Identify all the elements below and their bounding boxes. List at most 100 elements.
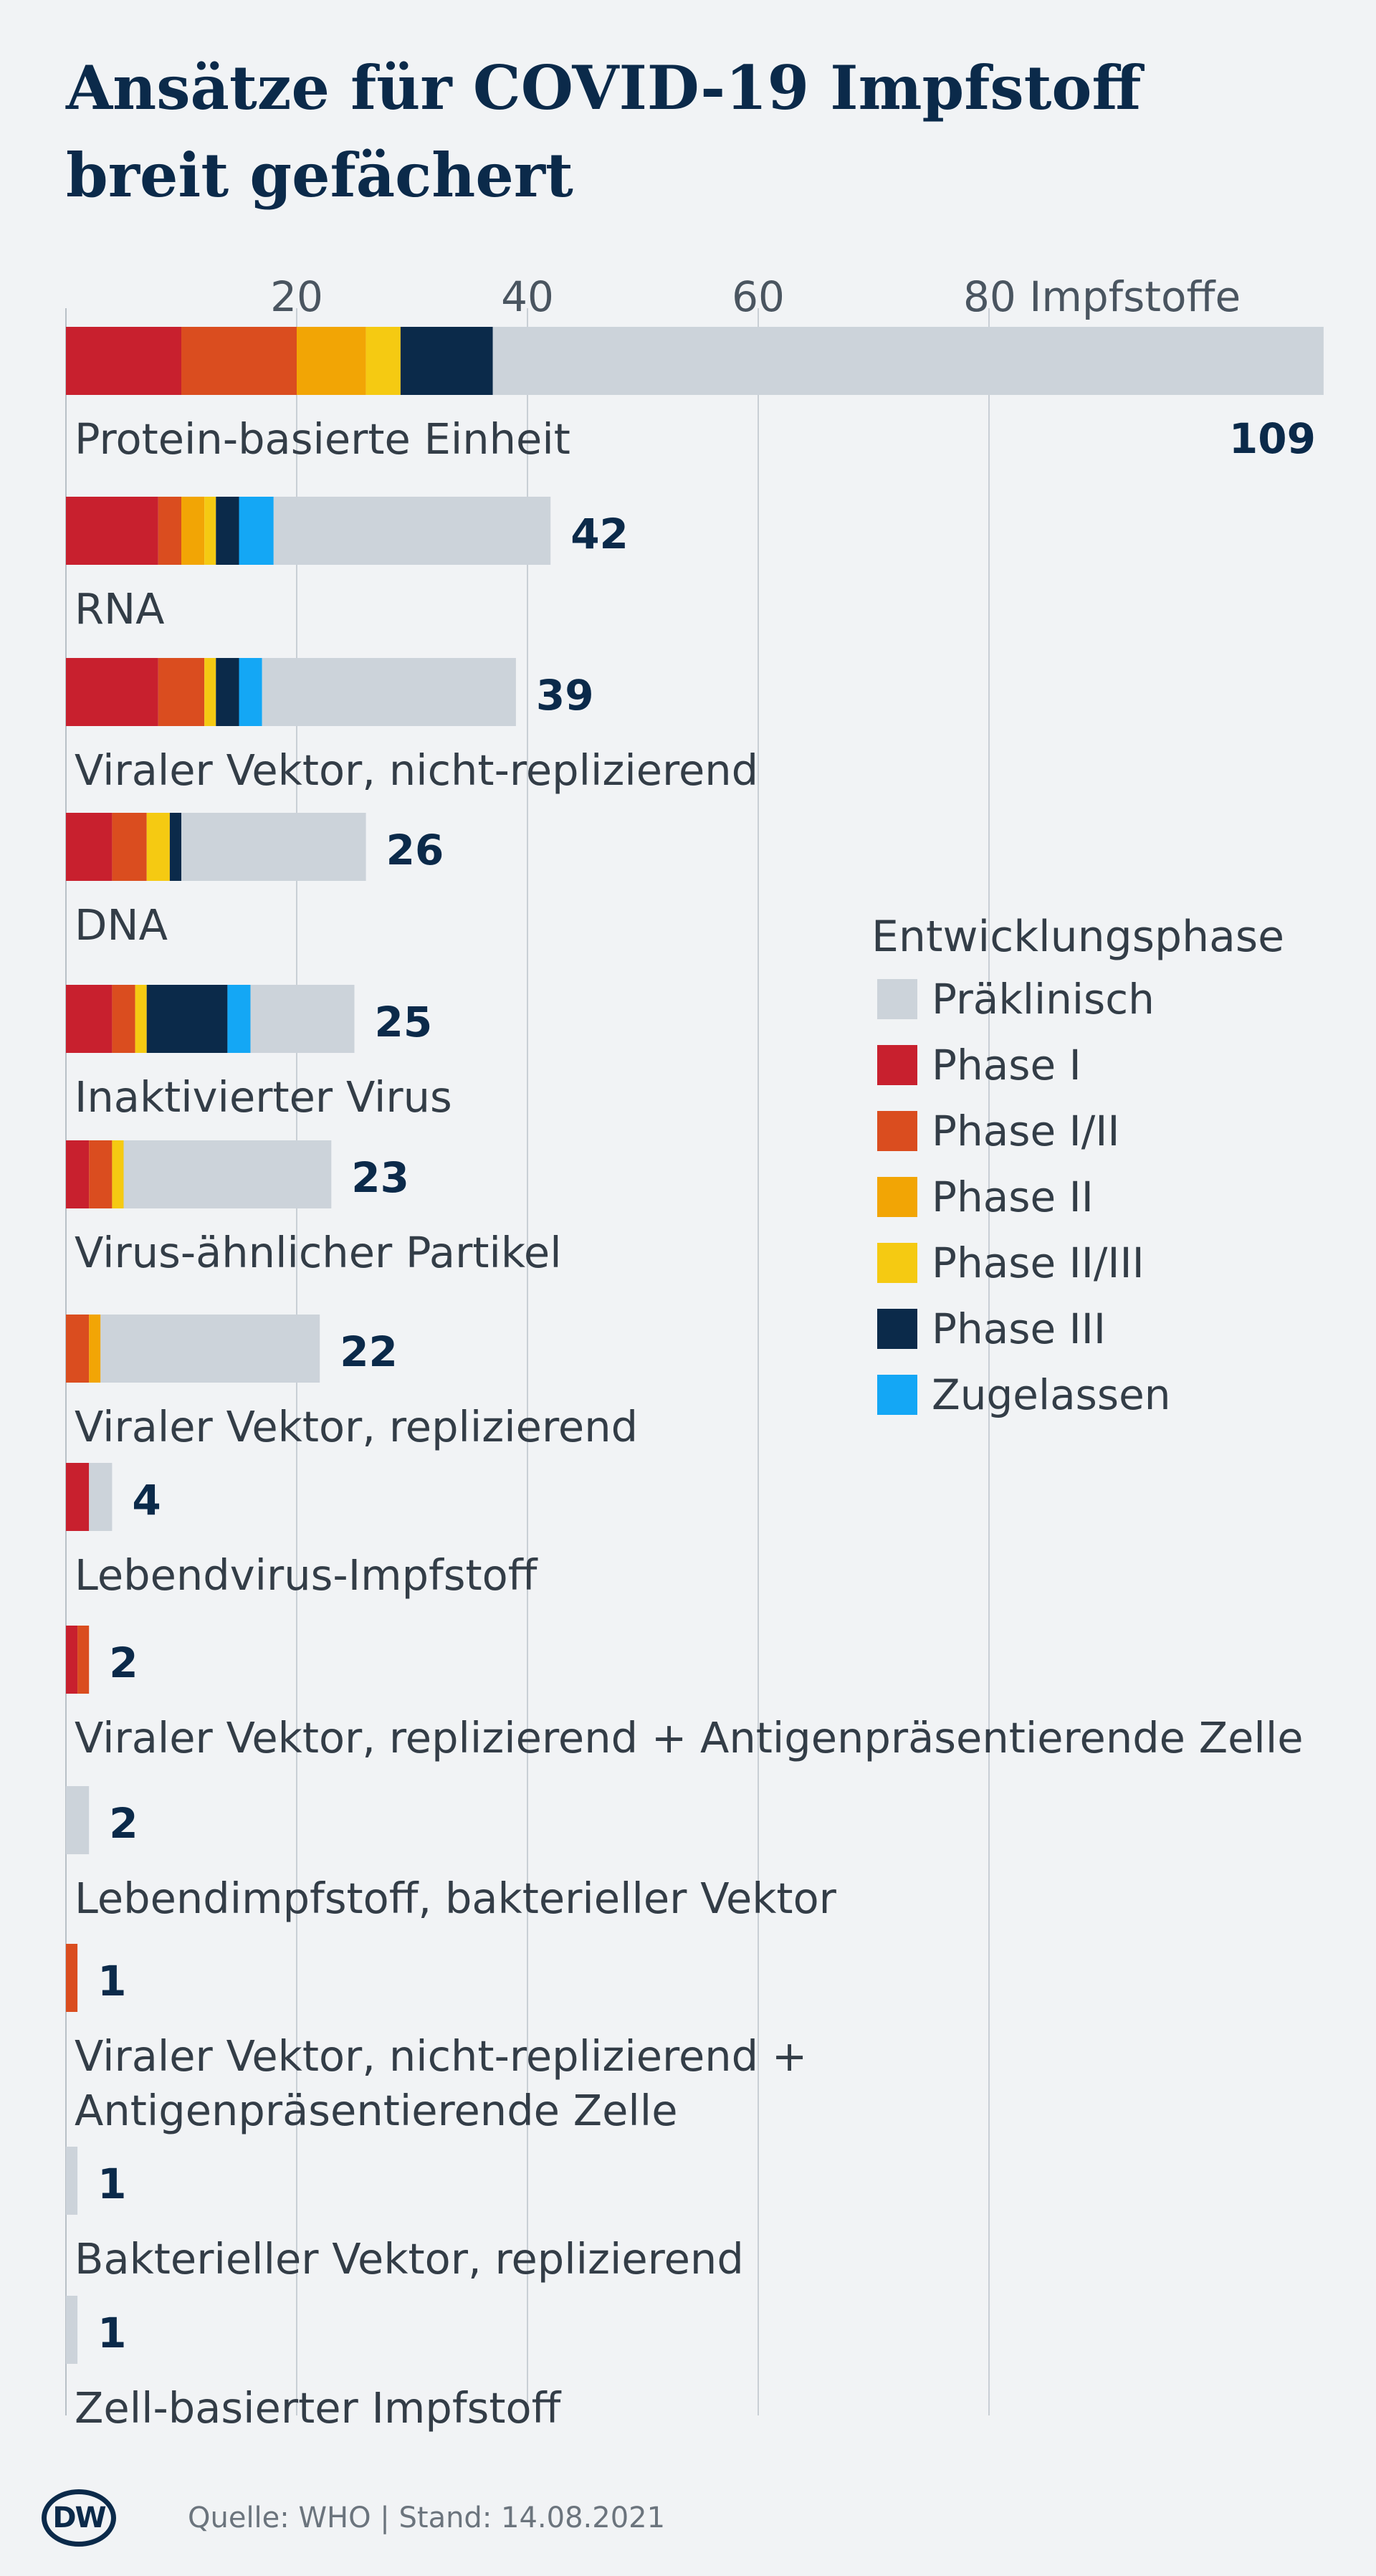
legend-swatch xyxy=(877,979,917,1019)
legend-label: Zugelassen xyxy=(932,1370,1171,1419)
bar-segment-pr-klinisch xyxy=(181,813,366,881)
bar-segment-phase-iii xyxy=(400,327,493,395)
bar-total-label: 2 xyxy=(109,1638,138,1687)
bar-segment-pr-klinisch xyxy=(492,327,1324,395)
bar-segment-pr-klinisch xyxy=(123,1140,332,1208)
legend: Entwicklungsphase Präklinisch Phase I Phase… xyxy=(871,912,1284,1419)
bar-segment-phase-ii xyxy=(181,497,205,565)
category-label: RNA xyxy=(75,584,165,634)
category-label: Inaktivierter Virus xyxy=(75,1072,452,1122)
legend-title: Entwicklungsphase xyxy=(871,912,1284,962)
category-label: Virus-ähnlicher Partikel xyxy=(75,1228,562,1277)
bar-segment-phase-i-ii xyxy=(77,1626,90,1694)
category-label: Viraler Vektor, nicht-replizierend + xyxy=(75,2031,807,2081)
legend-item: Phase II xyxy=(877,1173,1094,1221)
category-label: Viraler Vektor, replizierend + Antigenpr… xyxy=(75,1713,1304,1762)
legend-swatch xyxy=(877,1045,917,1085)
bar-row: 22 Viraler Vektor, replizierend xyxy=(66,1315,638,1451)
bar-segment-phase-ii-iii xyxy=(204,497,216,565)
bar-segment-phase-ii-iii xyxy=(146,813,170,881)
bar-segment-phase-i xyxy=(66,985,113,1053)
bar-total-label: 26 xyxy=(386,826,444,874)
bar-total-label: 1 xyxy=(97,2309,126,2357)
bar-segment-pr-klinisch xyxy=(66,1786,90,1854)
bar-segment-phase-i-ii xyxy=(66,1315,90,1383)
bar-segment-pr-klinisch xyxy=(100,1315,320,1383)
bar-segment-phase-iii xyxy=(169,813,181,881)
legend-item: Phase III xyxy=(877,1304,1106,1353)
bar-total-label: 1 xyxy=(97,2160,126,2208)
bar-total-label: 4 xyxy=(132,1476,161,1525)
chart-title-line-2: breit gefächert xyxy=(66,140,573,211)
bar-row: 109 Protein-basierte Einheit xyxy=(66,327,1324,464)
source-note: Quelle: WHO | Stand: 14.08.2021 xyxy=(188,2501,666,2534)
bar-segment-phase-ii xyxy=(89,1315,101,1383)
bar-segment-zugelassen xyxy=(227,985,251,1053)
bar-total-label: 23 xyxy=(351,1153,409,1202)
legend-item: Präklinisch xyxy=(877,975,1155,1024)
bar-segment-phase-i xyxy=(66,497,158,565)
legend-item: Phase I xyxy=(877,1041,1081,1089)
chart-title-line-1: Ansätze für COVID-19 Impfstoff xyxy=(66,52,1142,123)
bar-row: 4 Lebendvirus-Impfstoff xyxy=(66,1463,538,1600)
bar-total-label: 25 xyxy=(375,998,433,1046)
legend-swatch xyxy=(877,1243,917,1283)
bar-segment-phase-ii-iii xyxy=(135,985,147,1053)
legend-swatch xyxy=(877,1375,917,1415)
bar-segment-phase-ii-iii xyxy=(366,327,401,395)
bar-segment-phase-i-ii xyxy=(158,658,205,726)
bar-row: 42 RNA xyxy=(66,497,629,634)
bar-total-label: 42 xyxy=(570,510,629,558)
bar-segment-phase-i xyxy=(66,1626,78,1694)
bar-row: 2 Lebendimpfstoff, bakterieller Vektor xyxy=(66,1786,837,1923)
x-tick-label: 20 xyxy=(270,272,323,321)
bar-total-label: 22 xyxy=(340,1327,398,1376)
x-axis-ticks: 20 40 60 80 Impfstoffe xyxy=(270,272,1241,321)
bar-segment-phase-i xyxy=(66,1463,90,1531)
legend-swatch xyxy=(877,1309,917,1349)
x-tick-label: 80 Impfstoffe xyxy=(963,272,1241,321)
bar-segment-pr-klinisch xyxy=(273,497,551,565)
legend-label: Phase I/II xyxy=(932,1107,1119,1155)
category-label: Protein-basierte Einheit xyxy=(75,414,570,464)
bar-segment-phase-ii-iii xyxy=(204,658,216,726)
category-label: DNA xyxy=(75,900,168,950)
stacked-bar-chart: 20 40 60 80 Impfstoffe 109 Protein-basierte … xyxy=(65,272,1324,2433)
bar-segment-phase-iii xyxy=(216,658,239,726)
bar-segment-phase-i-ii xyxy=(158,497,181,565)
legend-item: Phase I/II xyxy=(877,1107,1119,1155)
bar-segment-phase-i-ii xyxy=(89,1140,113,1208)
bar-row: 1 Bakterieller Vektor, replizierend xyxy=(66,2147,744,2284)
bar-segment-phase-ii xyxy=(297,327,366,395)
bar-total-label: 39 xyxy=(536,671,594,720)
bar-segment-pr-klinisch xyxy=(262,658,516,726)
chart-title: Ansätze für COVID-19 Impfstoff breit gef… xyxy=(66,44,1284,219)
legend-label: Phase II xyxy=(932,1173,1094,1221)
category-label: Bakterieller Vektor, replizierend xyxy=(75,2234,744,2284)
legend-label: Präklinisch xyxy=(932,975,1155,1024)
bar-row: 39 Viraler Vektor, nicht-replizierend xyxy=(66,658,758,795)
bar-row: 25 Inaktivierter Virus xyxy=(66,985,452,1122)
bar-segment-phase-i xyxy=(66,658,158,726)
footer: DW Quelle: WHO | Stand: 14.08.2021 xyxy=(42,2486,665,2550)
legend-swatch xyxy=(877,1111,917,1151)
bar-segment-pr-klinisch xyxy=(89,1463,113,1531)
category-label: Lebendvirus-Impfstoff xyxy=(75,1550,538,1600)
bar-segment-zugelassen xyxy=(239,497,274,565)
category-label: Antigenpräsentierende Zelle xyxy=(75,2086,678,2135)
bar-row: 23 Virus-ähnlicher Partikel xyxy=(66,1140,562,1277)
legend-swatch xyxy=(877,1177,917,1217)
bar-total-label: 1 xyxy=(97,1957,126,2005)
bar-segment-pr-klinisch xyxy=(250,985,355,1053)
bar-segment-phase-i xyxy=(66,813,113,881)
bar-total-label: 109 xyxy=(1229,414,1316,463)
dw-logo-icon: DW xyxy=(42,2489,116,2547)
bar-row: 26 DNA xyxy=(66,813,444,950)
category-label: Viraler Vektor, replizierend xyxy=(75,1402,638,1451)
bar-segment-phase-i-ii xyxy=(66,1944,78,2012)
category-label: Viraler Vektor, nicht-replizierend xyxy=(75,745,758,795)
category-label: Zell-basierter Impfstoff xyxy=(75,2383,562,2433)
category-label: Lebendimpfstoff, bakterieller Vektor xyxy=(75,1874,837,1923)
bar-segment-phase-iii xyxy=(146,985,228,1053)
legend-label: Phase I xyxy=(932,1041,1081,1089)
